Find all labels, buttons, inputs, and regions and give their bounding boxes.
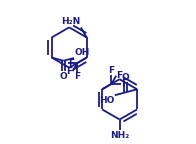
Text: H₂N: H₂N: [61, 17, 80, 26]
Text: O: O: [60, 72, 67, 81]
Text: HO: HO: [99, 96, 114, 105]
Text: F: F: [68, 58, 74, 68]
Text: F: F: [74, 72, 80, 81]
Text: F: F: [108, 66, 114, 75]
Text: F: F: [116, 71, 122, 80]
Text: F: F: [121, 79, 127, 88]
Text: O: O: [121, 72, 129, 82]
Text: NH₂: NH₂: [110, 131, 129, 141]
Text: OH: OH: [74, 48, 90, 57]
Text: F: F: [66, 67, 73, 76]
